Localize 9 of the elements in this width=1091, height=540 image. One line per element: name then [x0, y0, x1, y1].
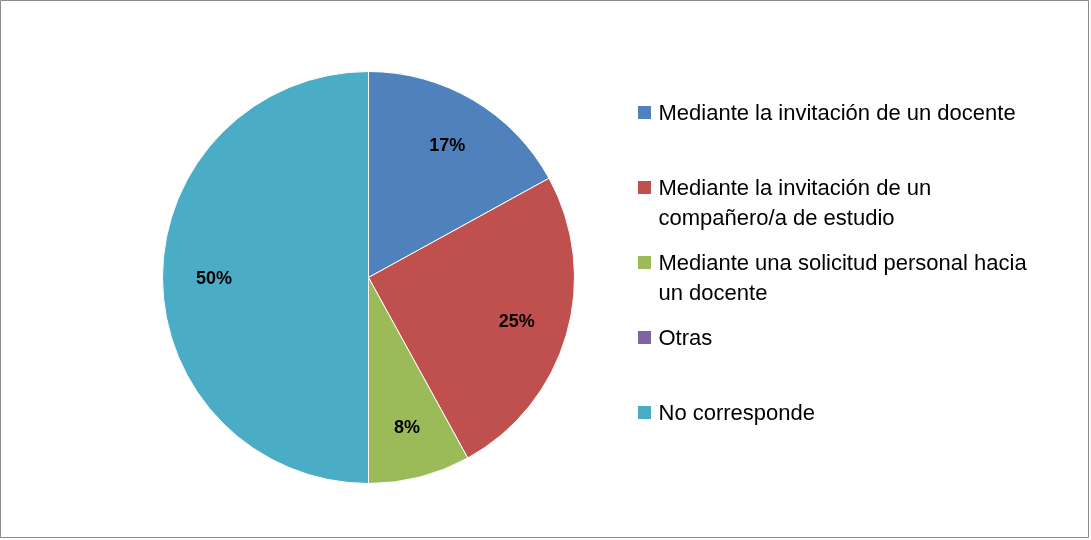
legend-label: No corresponde — [658, 400, 816, 425]
data-label: 8% — [393, 417, 420, 438]
legend-label: Otras — [658, 325, 713, 350]
legend-label: Mediante la invitación de un compañero/a de estudio — [658, 175, 932, 230]
data-label: 50% — [195, 267, 233, 288]
data-label: 25% — [498, 310, 535, 331]
data-label: 17% — [429, 134, 466, 155]
legend-label: Mediante una solicitud personal hacia un docente — [658, 250, 1028, 305]
legend-label: Mediante la invitación de un docente — [658, 100, 1016, 125]
